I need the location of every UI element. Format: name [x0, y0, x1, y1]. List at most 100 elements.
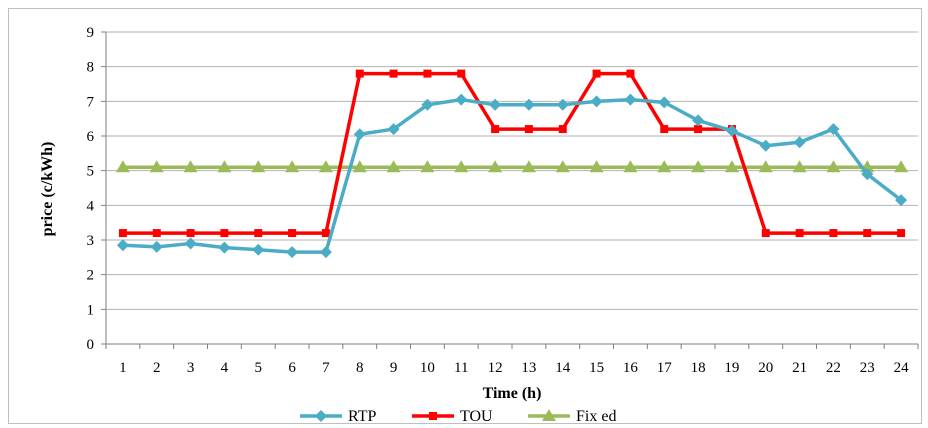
x-tick-label: 6	[288, 360, 296, 376]
x-tick-label: 20	[758, 360, 773, 376]
rtp-point	[522, 98, 535, 111]
x-axis-title: Time (h)	[483, 385, 542, 402]
fixed-point	[894, 160, 909, 173]
fixed-point	[521, 160, 536, 173]
tou-point	[694, 125, 703, 134]
tou-point	[626, 69, 635, 78]
axes	[101, 31, 919, 349]
tou-point	[355, 69, 364, 78]
fixed-point	[318, 160, 333, 173]
fixed-point	[183, 160, 198, 173]
tou-point	[660, 125, 669, 134]
x-tick-label: 23	[860, 360, 875, 376]
fixed-point	[115, 160, 130, 173]
rtp-point	[759, 139, 772, 152]
x-tick-label: 11	[454, 360, 468, 376]
legend-item-rtp: RTP	[300, 408, 376, 425]
tou-point	[457, 69, 466, 78]
y-tick-label: 2	[87, 268, 95, 284]
x-tick-label: 4	[221, 360, 229, 376]
series-group	[115, 69, 909, 259]
tou-point	[524, 125, 533, 134]
fixed-point	[488, 160, 503, 173]
tou-point	[423, 69, 432, 78]
x-tick-label: 2	[153, 360, 161, 376]
x-tick-label: 9	[390, 360, 398, 376]
x-tick-label: 3	[187, 360, 195, 376]
fixed-point	[623, 160, 638, 173]
series-rtp	[116, 93, 908, 259]
rtp-point	[184, 237, 197, 250]
fixed-point	[352, 160, 367, 173]
rtp-point	[793, 136, 806, 149]
fixed-point	[589, 160, 604, 173]
rtp-point	[489, 98, 502, 111]
fixed-point	[724, 160, 739, 173]
tou-point	[389, 69, 398, 78]
legend-label: Fix ed	[576, 408, 616, 425]
x-tick-label: 15	[589, 360, 604, 376]
tou-point	[288, 229, 297, 238]
fixed-point	[386, 160, 401, 173]
x-tick-label: 22	[826, 360, 841, 376]
x-tick-label: 14	[555, 360, 571, 376]
x-tick-label: 10	[420, 360, 435, 376]
fixed-point	[217, 160, 232, 173]
y-tick-label: 1	[87, 302, 95, 318]
rtp-point	[624, 93, 637, 106]
y-tick-label: 9	[87, 25, 95, 41]
y-tick-label: 3	[87, 233, 95, 249]
tou-point	[558, 125, 567, 134]
tou-point	[761, 229, 770, 238]
rtp-point	[895, 194, 908, 207]
y-tick-label: 4	[87, 198, 95, 214]
x-tick-labels: 1 2 3 4 5 6 7 8 9 10 11 12 13 14 15 16 17 18 19 20 21 22 23 24	[119, 360, 909, 376]
x-tick-label: 19	[724, 360, 739, 376]
legend: RTP TOU Fix ed	[300, 408, 616, 425]
tou-point	[152, 229, 161, 238]
x-tick-label: 16	[623, 360, 639, 376]
y-tick-label: 7	[87, 94, 95, 110]
x-tick-label: 17	[657, 360, 673, 376]
legend-swatch-marker	[542, 409, 556, 421]
x-tick-label: 8	[356, 360, 364, 376]
legend-item-tou: TOU	[412, 408, 493, 425]
rtp-point	[692, 114, 705, 127]
rtp-point	[455, 93, 468, 106]
x-tick-label: 21	[792, 360, 807, 376]
fixed-point	[826, 160, 841, 173]
rtp-point	[116, 239, 129, 252]
rtp-point	[218, 241, 231, 254]
legend-item-fixed: Fix ed	[528, 408, 616, 425]
tou-line	[122, 71, 902, 235]
y-axis-title: price (c/kWh)	[39, 142, 56, 237]
gridlines	[106, 31, 918, 310]
y-tick-labels: 0 1 2 3 4 5 6 7 8 9	[87, 25, 95, 353]
rtp-point	[590, 95, 603, 108]
tou-point	[829, 229, 838, 238]
tou-point	[118, 229, 127, 238]
rtp-point	[387, 123, 400, 136]
rtp-point	[658, 96, 671, 109]
fixed-point	[420, 160, 435, 173]
tou-point	[491, 125, 500, 134]
x-tick-label: 24	[894, 360, 910, 376]
x-tick-label: 12	[488, 360, 503, 376]
rtp-point	[725, 124, 738, 137]
fixed-point	[691, 160, 706, 173]
rtp-point	[150, 240, 163, 253]
rtp-point	[319, 246, 332, 259]
fixed-point	[555, 160, 570, 173]
fixed-point	[149, 160, 164, 173]
y-tick-label: 6	[87, 129, 95, 145]
y-tick-label: 5	[87, 164, 95, 180]
legend-swatch-marker	[429, 412, 437, 420]
x-tick-label: 7	[322, 360, 330, 376]
legend-swatch-marker	[315, 410, 327, 422]
rtp-line	[122, 97, 903, 254]
tou-point	[795, 229, 804, 238]
series-fixed	[115, 160, 909, 173]
y-tick-label: 0	[87, 337, 95, 353]
rtp-point	[421, 98, 434, 111]
